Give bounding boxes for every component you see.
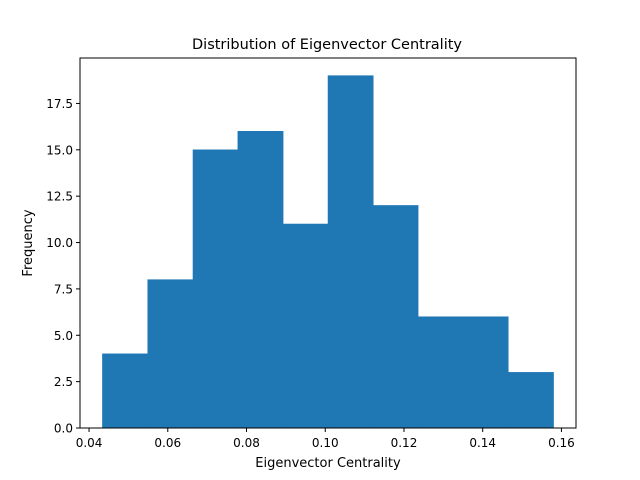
y-tick-label: 0.0 <box>54 422 73 436</box>
y-tick-label: 2.5 <box>54 375 73 389</box>
x-tick-label: 0.10 <box>312 436 339 450</box>
y-tick-label: 7.5 <box>54 282 73 296</box>
y-tick-label: 15.0 <box>46 143 73 157</box>
histogram-bar-8 <box>463 316 509 429</box>
x-tick-label: 0.04 <box>76 436 103 450</box>
x-tick-label: 0.14 <box>469 436 496 450</box>
histogram-bar-9 <box>508 372 554 429</box>
chart-title: Distribution of Eigenvector Centrality <box>192 37 462 53</box>
plot-frame <box>79 57 577 429</box>
histogram-bar-4 <box>282 223 329 429</box>
y-tick-label: 5.0 <box>54 329 73 343</box>
histogram-bar-7 <box>417 316 464 429</box>
x-tick-label: 0.06 <box>154 436 181 450</box>
x-tick-label: 0.12 <box>391 436 418 450</box>
x-tick-label: 0.16 <box>548 436 575 450</box>
histogram-bar-2 <box>192 149 239 429</box>
y-axis-ticks: 0.0 2.5 5.0 7.5 10.0 12.5 15.0 17.5 <box>46 97 80 436</box>
x-tick-label: 0.08 <box>233 436 260 450</box>
histogram-bar-6 <box>373 205 419 429</box>
histogram-bar-5 <box>327 75 374 429</box>
y-tick-label: 10.0 <box>46 236 73 250</box>
histogram-bar-0 <box>102 353 148 429</box>
histogram-bar-1 <box>147 279 194 429</box>
histogram-bar-3 <box>237 131 284 429</box>
bars-group <box>102 75 554 429</box>
y-tick-label: 12.5 <box>46 190 73 204</box>
y-axis-label: Frequency <box>21 209 36 276</box>
y-tick-label: 17.5 <box>46 97 73 111</box>
x-axis-ticks: 0.04 0.06 0.08 0.10 0.12 0.14 0.16 <box>76 428 575 450</box>
x-axis-label: Eigenvector Centrality <box>255 456 401 471</box>
